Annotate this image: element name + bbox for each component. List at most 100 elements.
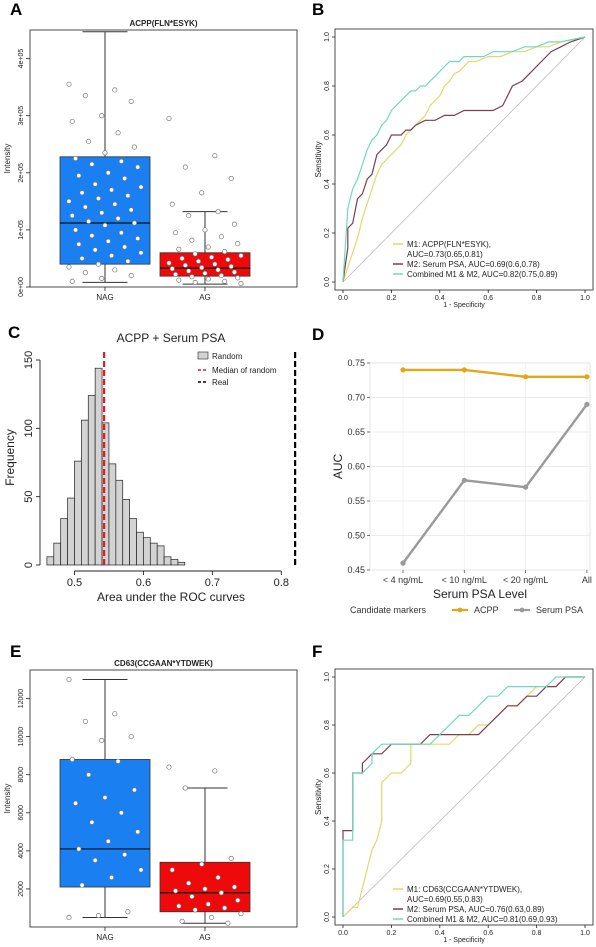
data-point bbox=[72, 155, 79, 162]
legend-label-3: Combined M1 & M2, AUC=0.81(0.69,0.93) bbox=[407, 915, 558, 924]
data-point bbox=[205, 901, 211, 907]
legend-label-3: Combined M1 & M2, AUC=0.82(0.75,0.89) bbox=[407, 270, 558, 279]
data-point bbox=[131, 144, 138, 150]
data-point bbox=[235, 897, 241, 903]
y-tick-label: 8000 bbox=[18, 767, 25, 783]
panel-label-a: A bbox=[10, 0, 22, 19]
legend-swatch-point bbox=[457, 607, 463, 613]
data-point bbox=[131, 787, 138, 793]
y-tick-label: 0.2 bbox=[324, 864, 331, 874]
data-point bbox=[205, 276, 211, 282]
roc-curve-3 bbox=[342, 676, 585, 917]
y-tick-label: 4000 bbox=[18, 843, 25, 859]
data-point bbox=[131, 220, 138, 226]
data-point bbox=[166, 115, 172, 122]
data-point bbox=[69, 213, 75, 219]
histogram-bar bbox=[108, 463, 117, 566]
data-point bbox=[176, 277, 182, 283]
data-point bbox=[228, 263, 234, 269]
data-point bbox=[102, 150, 108, 156]
chart-title: ACPP(FLN*ESYK) bbox=[129, 19, 197, 28]
data-point bbox=[135, 235, 141, 242]
x-tick-label: 1.0 bbox=[580, 295, 590, 302]
histogram-bar bbox=[149, 542, 158, 566]
roc-chart-acpp: 0.0 0.0 0.2 0.2 0.4 0.4 0.6 0.6 0.8 0.8 1.0 1.0 1 - … bbox=[314, 28, 594, 309]
x-tick-label: NAG bbox=[96, 933, 113, 942]
data-point bbox=[82, 204, 88, 210]
data-point bbox=[86, 218, 92, 224]
data-point bbox=[199, 190, 205, 196]
histogram-bar bbox=[74, 460, 82, 566]
y-tick-label: 2000 bbox=[18, 881, 25, 897]
data-point bbox=[189, 274, 195, 280]
panel-label-b: B bbox=[312, 0, 324, 19]
data-point bbox=[202, 227, 208, 233]
plot-frame bbox=[334, 28, 594, 291]
data-point bbox=[112, 267, 118, 273]
data-point bbox=[169, 201, 175, 207]
histogram-bar bbox=[170, 559, 179, 566]
y-tick-label: 0.6 bbox=[324, 768, 331, 778]
x-tick-label: All bbox=[582, 575, 592, 585]
data-point bbox=[225, 920, 231, 926]
data-point bbox=[122, 852, 128, 858]
x-tick-label: AG bbox=[199, 933, 211, 942]
data-point bbox=[225, 257, 231, 263]
y-axis-label: Sensitivity bbox=[314, 141, 323, 177]
data-point bbox=[202, 886, 208, 892]
data-point bbox=[228, 855, 234, 862]
y-axis-label: Intensity bbox=[3, 144, 12, 174]
data-point bbox=[122, 175, 128, 182]
x-tick-label: < 20 ng/mL bbox=[503, 575, 548, 585]
data-point bbox=[82, 270, 88, 276]
y-tick-label: 0.55 bbox=[347, 496, 365, 506]
data-point bbox=[218, 234, 224, 240]
data-point bbox=[99, 275, 105, 281]
data-point bbox=[192, 907, 198, 913]
data-point bbox=[92, 857, 98, 863]
x-tick-label: 0.6 bbox=[483, 295, 493, 302]
data-point bbox=[76, 846, 82, 852]
series-point bbox=[523, 374, 529, 380]
data-point bbox=[118, 230, 124, 236]
data-point bbox=[105, 170, 111, 176]
data-point bbox=[108, 253, 115, 259]
x-tick-label: 0.6 bbox=[136, 577, 151, 589]
legend-swatch-random bbox=[197, 351, 209, 360]
y-tick-label: 0e+00 bbox=[18, 277, 25, 297]
data-point bbox=[172, 230, 179, 236]
x-axis-label: Serum PSA Level bbox=[433, 587, 527, 601]
data-point bbox=[231, 221, 238, 227]
y-tick-label: 0.75 bbox=[347, 358, 365, 368]
legend-label-random: Random bbox=[212, 352, 243, 361]
data-point bbox=[238, 253, 244, 259]
histogram-bar bbox=[143, 537, 151, 566]
data-point bbox=[112, 87, 118, 93]
y-tick-label: 0.45 bbox=[347, 565, 365, 575]
series-point bbox=[461, 477, 467, 483]
data-point bbox=[138, 250, 144, 256]
data-point bbox=[208, 254, 215, 260]
data-point bbox=[172, 271, 179, 277]
y-tick-label: 50 bbox=[23, 491, 35, 503]
data-point bbox=[215, 209, 221, 215]
legend-swatch-point bbox=[519, 607, 525, 613]
histogram-bar bbox=[94, 367, 103, 566]
legend-label-1-auc: AUC=0.69(0.55,0.83) bbox=[407, 895, 483, 904]
series-point bbox=[400, 367, 406, 373]
data-point bbox=[89, 819, 95, 825]
data-point bbox=[128, 273, 134, 279]
y-tick-label: 0.0 bbox=[324, 912, 331, 922]
panel-label-f: F bbox=[312, 642, 322, 661]
y-axis-label: Sensitivity bbox=[314, 779, 323, 815]
histogram-bar bbox=[87, 395, 96, 566]
data-point bbox=[118, 810, 124, 816]
panel-label-d: D bbox=[312, 325, 324, 344]
roc-curve-2 bbox=[342, 36, 586, 283]
data-point bbox=[79, 255, 85, 261]
y-tick-label: 1.0 bbox=[324, 32, 331, 42]
data-point bbox=[138, 184, 144, 190]
data-point bbox=[125, 909, 131, 915]
y-tick-label: 3e+05 bbox=[18, 106, 25, 126]
histogram-bar bbox=[115, 479, 124, 566]
